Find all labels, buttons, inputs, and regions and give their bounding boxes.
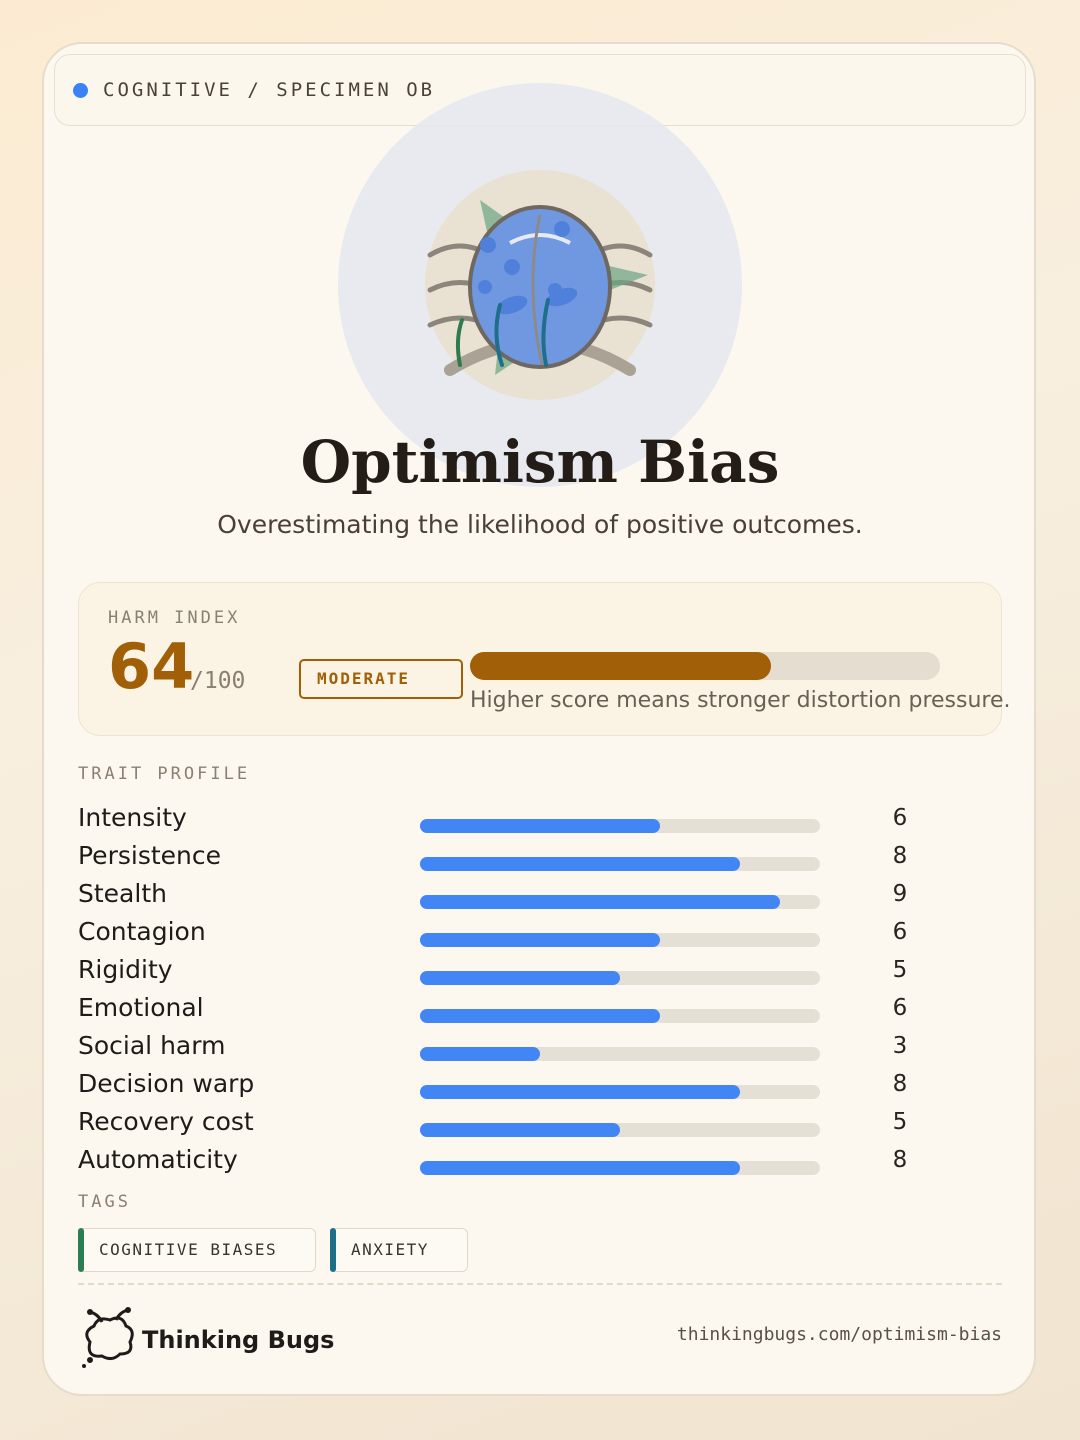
- trait-value: 9: [892, 881, 908, 907]
- trait-bar: [420, 895, 780, 909]
- trait-track: [420, 1047, 820, 1061]
- trait-name: Recovery cost: [78, 1107, 254, 1136]
- trait-name: Decision warp: [78, 1069, 255, 1098]
- harm-score: 64: [108, 630, 195, 703]
- trait-value: 8: [892, 1071, 908, 1097]
- trait-bar: [420, 1047, 540, 1061]
- trait-track: [420, 895, 820, 909]
- trait-value: 3: [892, 1033, 908, 1059]
- trait-value: 8: [892, 1147, 908, 1173]
- header-label: COGNITIVE / SPECIMEN OB: [103, 79, 436, 101]
- harm-max: /100: [190, 668, 246, 694]
- trait-value: 8: [892, 843, 908, 869]
- trait-name: Persistence: [78, 841, 221, 870]
- trait-bar: [420, 1123, 620, 1137]
- subtitle: Overestimating the likelihood of positiv…: [217, 510, 863, 539]
- trait-name: Automaticity: [78, 1145, 238, 1174]
- harm-label: HARM INDEX: [108, 608, 241, 628]
- harm-note: Higher score means stronger distortion p…: [470, 688, 1011, 713]
- trait-bar: [420, 1009, 660, 1023]
- trait-name: Contagion: [78, 917, 206, 946]
- trait-name: Emotional: [78, 993, 204, 1022]
- divider: [78, 1283, 1002, 1285]
- trait-track: [420, 1085, 820, 1099]
- trait-track: [420, 971, 820, 985]
- trait-name: Intensity: [78, 803, 187, 832]
- tag: ANXIETY: [330, 1228, 468, 1272]
- trait-track: [420, 857, 820, 871]
- tag: COGNITIVE BIASES: [78, 1228, 317, 1272]
- trait-value: 6: [892, 805, 908, 831]
- trait-bar: [420, 933, 660, 947]
- trait-bar: [420, 971, 620, 985]
- trait-track: [420, 1009, 820, 1023]
- harm-level: MODERATE: [299, 659, 463, 699]
- trait-name: Social harm: [78, 1031, 226, 1060]
- trait-value: 6: [892, 995, 908, 1021]
- trait-value: 5: [892, 1109, 908, 1135]
- trait-track: [420, 1161, 820, 1175]
- harm-track: [470, 652, 940, 680]
- trait-track: [420, 819, 820, 833]
- bug-illustration: [338, 83, 742, 487]
- trait-name: Stealth: [78, 879, 167, 908]
- tags-label: TAGS: [78, 1192, 131, 1212]
- trait-value: 6: [892, 919, 908, 945]
- trait-track: [420, 1123, 820, 1137]
- tag-accent: [78, 1228, 84, 1272]
- brand-name: Thinking Bugs: [142, 1326, 335, 1354]
- trait-bar: [420, 1161, 740, 1175]
- trait-name: Rigidity: [78, 955, 173, 984]
- brand-logo: [82, 1307, 134, 1368]
- trait-track: [420, 933, 820, 947]
- footer-url: thinkingbugs.com/optimism-bias: [676, 1324, 1002, 1345]
- tag-accent: [330, 1228, 336, 1272]
- harm-bar: [470, 652, 771, 680]
- trait-bar: [420, 857, 740, 871]
- trait-value: 5: [892, 957, 908, 983]
- trait-bar: [420, 1085, 740, 1099]
- status-dot: [73, 83, 88, 98]
- trait-bar: [420, 819, 660, 833]
- title: Optimism Bias: [300, 428, 780, 496]
- traits-label: TRAIT PROFILE: [78, 764, 251, 784]
